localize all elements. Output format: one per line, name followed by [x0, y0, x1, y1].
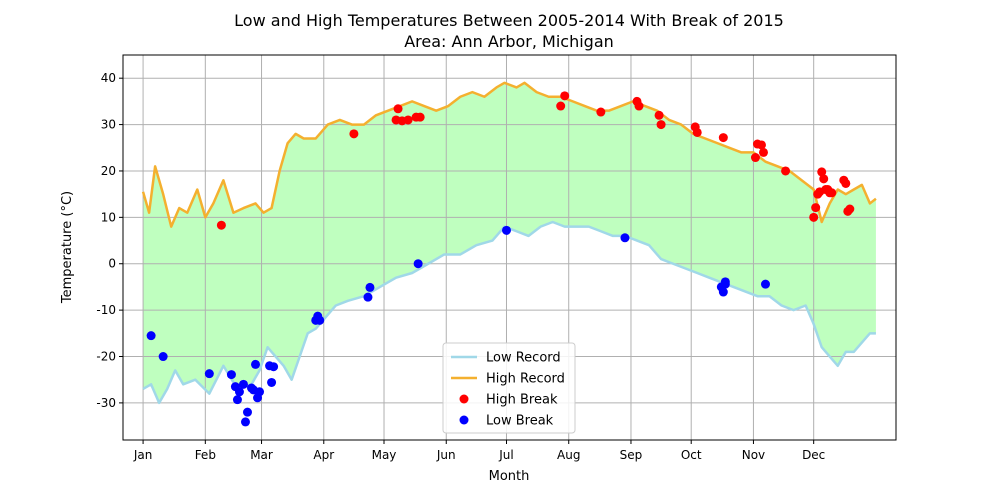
y-tick-label: 10	[101, 210, 116, 224]
legend-box	[442, 342, 576, 434]
x-tick-label-mar: Mar	[250, 448, 273, 462]
low-break-point	[315, 315, 325, 325]
high-break-point	[718, 133, 728, 143]
low-break-point	[501, 225, 511, 235]
low-break-point	[718, 287, 728, 297]
low-record-line	[142, 220, 876, 405]
low-break-point	[267, 377, 277, 387]
legend-high-break-label: High Break	[486, 393, 558, 408]
y-tick-label: 20	[101, 164, 116, 178]
y-tick-label: -30	[96, 396, 116, 410]
high-break-point	[845, 204, 855, 214]
high-break-point	[656, 120, 666, 130]
x-tick-label-may: May	[372, 448, 397, 462]
x-tick-label-nov: Nov	[742, 448, 765, 462]
high-break-point	[692, 127, 702, 137]
high-break-point	[556, 101, 566, 111]
low-break-point	[238, 379, 248, 389]
high-break-point	[403, 115, 413, 125]
high-break-point	[756, 140, 766, 150]
low-break-point	[251, 359, 261, 369]
low-break-point	[413, 259, 423, 269]
low-break-point	[242, 407, 252, 417]
high-break-point	[811, 203, 821, 213]
low-break-point	[620, 233, 630, 243]
y-tick-label: 0	[108, 257, 116, 271]
x-tick-label-jan: Jan	[133, 448, 153, 462]
legend-high-break-swatch	[459, 394, 469, 404]
high-record-line	[141, 81, 877, 228]
x-tick-label-sep: Sep	[620, 448, 643, 462]
high-break-point	[216, 220, 226, 230]
low-break-point	[365, 282, 375, 292]
low-break-point	[363, 292, 373, 302]
low-break-point	[234, 387, 244, 397]
y-tick-label: 40	[101, 71, 116, 85]
y-tick-label: -10	[96, 303, 116, 317]
legend-low-break-swatch	[459, 415, 469, 425]
high-break-point	[758, 147, 768, 157]
chart-subtitle: Area: Ann Arbor, Michigan	[404, 32, 614, 51]
low-break-point	[158, 352, 168, 362]
legend: Low Record High Record High Break Low Break	[442, 342, 576, 434]
high-break-point	[817, 167, 827, 177]
y-axis-label: Temperature (°C)	[60, 191, 75, 304]
high-break-point	[596, 107, 606, 117]
high-break-point	[393, 104, 403, 114]
y-tick-label: 30	[101, 118, 116, 132]
high-break-point	[841, 178, 851, 188]
x-tick-label-feb: Feb	[195, 448, 216, 462]
x-tick-label-dec: Dec	[802, 448, 825, 462]
range-fill	[143, 82, 876, 403]
low-break-point	[760, 279, 770, 289]
low-break-point	[232, 395, 242, 405]
high-break-point	[415, 112, 425, 122]
x-tick-label-apr: Apr	[313, 448, 334, 462]
legend-low-record-label: Low Record	[486, 351, 561, 366]
x-tick-label-jun: Jun	[436, 448, 456, 462]
low-break-point	[269, 362, 279, 372]
plot-frame	[122, 54, 897, 441]
high-break-point	[654, 110, 664, 120]
high-break-point	[819, 174, 829, 184]
legend-low-break-label: Low Break	[486, 414, 554, 429]
high-break-point	[634, 101, 644, 111]
high-break-point	[560, 91, 570, 101]
high-break-point	[809, 212, 819, 222]
low-break-point	[146, 331, 156, 341]
x-tick-label-jul: Jul	[498, 448, 513, 462]
high-break-point	[750, 153, 760, 163]
high-break-point	[781, 166, 791, 176]
low-break-point	[204, 369, 214, 379]
y-tick-label: -20	[96, 350, 116, 364]
high-break-point	[349, 129, 359, 139]
x-tick-label-oct: Oct	[681, 448, 702, 462]
legend-high-record-label: High Record	[486, 372, 565, 387]
high-break-point	[827, 188, 837, 198]
low-break-point	[255, 387, 265, 397]
x-tick-label-aug: Aug	[557, 448, 580, 462]
low-break-point	[240, 417, 250, 427]
low-break-point	[720, 277, 730, 287]
chart-title: Low and High Temperatures Between 2005-2…	[234, 11, 784, 30]
x-axis-label: Month	[489, 469, 530, 484]
low-break-point	[226, 370, 236, 380]
